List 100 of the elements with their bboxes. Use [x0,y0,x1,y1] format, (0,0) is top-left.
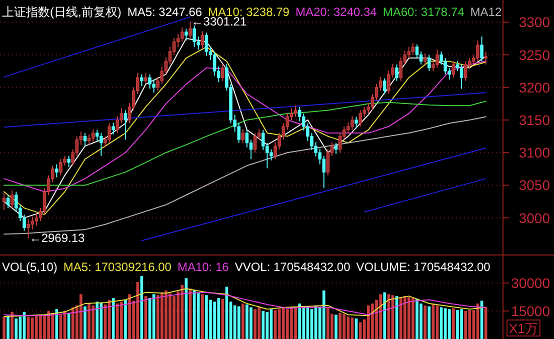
bar [96,302,99,339]
candlestick [436,49,439,68]
candlestick [140,74,144,87]
bar [71,307,74,339]
bar [468,310,472,339]
candlestick [192,24,196,48]
bar [383,292,386,339]
bar [237,306,240,339]
candlestick [338,132,342,154]
bar [464,311,467,339]
bar [30,318,34,339]
bar [342,314,346,339]
candlestick [55,164,58,178]
candlestick [34,213,38,226]
bar [416,298,418,339]
candlestick [382,78,386,94]
candlestick [221,63,224,82]
bar [322,290,326,339]
bar [294,307,297,339]
candlestick [452,60,456,78]
text: MA12 [470,5,502,19]
bar [262,311,265,339]
series-label: MA10: 16 [177,260,230,274]
y-tick-label: 3100 [518,144,550,161]
bar [246,304,248,339]
y-tick-label: 15000 [511,303,550,319]
annotation: VVOL: 170548432.00 [234,260,351,274]
candlestick [270,148,273,161]
bar [124,300,127,339]
bar [116,304,119,339]
candlestick [354,116,358,128]
bar [250,307,252,339]
bar [412,298,414,339]
candlestick [2,192,6,210]
y-axis-title: X1万 [509,321,538,336]
bar [39,316,42,339]
bar [92,305,95,339]
candlestick [188,20,192,38]
bar [338,312,342,339]
candlestick [326,148,330,176]
candlestick [59,158,62,176]
series-label: MA5: 170309216.00 [63,260,172,274]
candlestick [415,44,419,59]
candlestick [476,40,480,62]
annotation: VOLUME: 170548432.00 [356,260,491,274]
bar [452,308,455,339]
text: MA20: 3240.34 [295,5,378,19]
candlestick [200,30,204,49]
bar [47,311,50,339]
bar [371,304,374,339]
bar [379,294,382,339]
bar [51,312,54,339]
bar [367,305,370,339]
bar [282,307,285,339]
y-tick-label: 3200 [518,79,550,96]
bar [136,282,140,339]
candlestick [358,110,362,128]
chart-title: 上证指数(日线,前复权) [2,5,122,19]
bar [55,309,58,339]
candlestick [464,60,468,82]
series-label: MA5: 3247.66 [127,5,202,19]
candlestick [480,36,484,62]
bar [10,312,14,339]
candlestick [83,132,87,147]
bar [2,316,6,339]
candlestick [395,64,398,82]
bar [456,310,459,339]
bar [298,304,301,339]
chart-title: VOL(5,10) [2,260,58,274]
candlestick [10,190,14,209]
candlestick [484,51,488,66]
candlestick [108,122,111,144]
annotation: ←2969.13 [29,230,86,245]
bar [334,314,338,339]
y-tick-label: 3000 [518,210,550,226]
candlestick [423,52,427,66]
bar [196,292,200,339]
y-tick-label: 3300 [518,14,550,30]
candlestick [148,74,152,90]
bar [254,309,256,339]
candlestick [294,105,298,118]
bar [302,307,306,339]
candlestick [428,54,431,72]
candlestick [124,110,128,140]
bar [278,309,281,339]
line-series [4,116,486,235]
bar [128,294,131,339]
bar [6,316,10,339]
bar [403,296,406,339]
candlestick [26,218,30,238]
candlestick [91,128,95,143]
bar [80,294,82,339]
y-tick-label: 3150 [518,112,550,128]
bar [407,297,410,339]
candlestick [6,194,10,209]
text: MA60: 3178.74 [382,5,465,19]
bar [286,309,289,339]
candlestick [204,32,208,57]
bar [160,292,164,339]
bar [43,314,46,339]
